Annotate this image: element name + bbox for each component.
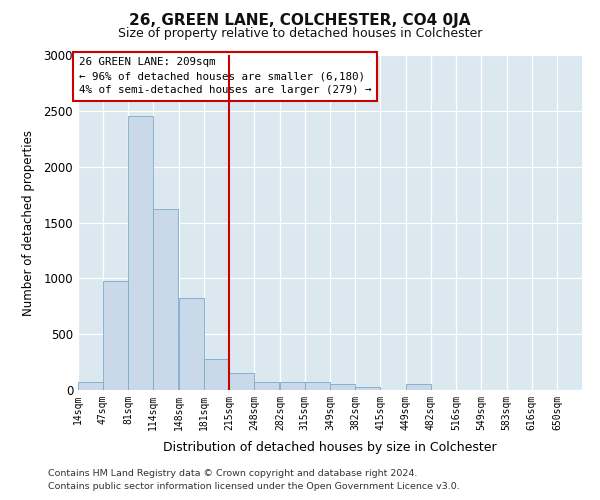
Bar [280,382,305,390]
X-axis label: Distribution of detached houses by size in Colchester: Distribution of detached houses by size … [163,441,497,454]
Text: Contains HM Land Registry data © Crown copyright and database right 2024.: Contains HM Land Registry data © Crown c… [48,468,418,477]
Bar [179,298,204,390]
Text: 26, GREEN LANE, COLCHESTER, CO4 0JA: 26, GREEN LANE, COLCHESTER, CO4 0JA [129,12,471,28]
Bar [78,382,103,390]
Text: 26 GREEN LANE: 209sqm
← 96% of detached houses are smaller (6,180)
4% of semi-de: 26 GREEN LANE: 209sqm ← 96% of detached … [79,57,371,95]
Bar [254,382,279,390]
Text: Size of property relative to detached houses in Colchester: Size of property relative to detached ho… [118,28,482,40]
Bar [305,382,329,390]
Text: Contains public sector information licensed under the Open Government Licence v3: Contains public sector information licen… [48,482,460,491]
Bar [128,116,154,390]
Bar [229,373,254,390]
Y-axis label: Number of detached properties: Number of detached properties [22,130,35,316]
Bar [103,281,128,390]
Bar [204,360,229,390]
Bar [331,384,355,390]
Bar [154,208,178,390]
Bar [406,384,431,390]
Bar [355,387,380,390]
